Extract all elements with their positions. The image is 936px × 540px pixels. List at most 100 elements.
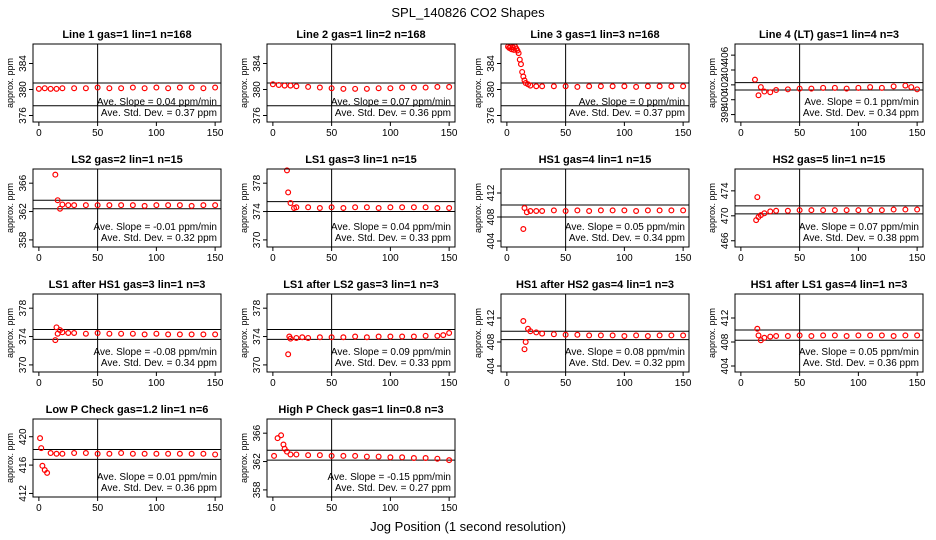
x-tick-label: 100 <box>850 128 867 139</box>
stats-line: Ave. Slope = -0.08 ppm/min <box>94 347 218 358</box>
y-tick-label: 370 <box>252 356 263 373</box>
y-tick-label: 376 <box>486 107 497 124</box>
stats-line: Ave. Slope = 0.04 ppm/min <box>331 222 451 233</box>
y-tick-label: 384 <box>18 55 29 72</box>
x-tick-label: 0 <box>504 253 510 264</box>
y-tick-label: 378 <box>18 299 29 316</box>
x-tick-label: 50 <box>560 128 572 139</box>
panel-title: Line 4 (LT) gas=1 lin=4 n=3 <box>759 29 899 41</box>
x-tick-label: 50 <box>92 378 104 389</box>
y-tick-label: 380 <box>486 81 497 98</box>
panel-title: HS2 gas=5 lin=1 n=15 <box>773 154 886 166</box>
y-tick-label: 412 <box>18 485 29 502</box>
stats-line: Ave. Slope = 0.01 ppm/min <box>97 472 217 483</box>
stats-line: Ave. Slope = 0.08 ppm/min <box>565 347 685 358</box>
stats-line: Ave. Std. Dev. = 0.34 ppm <box>569 233 685 244</box>
stats-line: Ave. Std. Dev. = 0.33 ppm <box>335 233 451 244</box>
y-tick-label: 380 <box>18 81 29 98</box>
y-axis-label: approx. ppm <box>707 183 717 233</box>
y-tick-label: 374 <box>252 203 263 220</box>
x-tick-label: 150 <box>909 378 926 389</box>
y-tick-label: 406 <box>720 46 731 63</box>
panel-title: LS1 gas=3 lin=1 n=15 <box>305 154 417 166</box>
stats-line: Ave. Slope = 0.07 ppm/min <box>799 222 919 233</box>
y-tick-label: 376 <box>252 107 263 124</box>
x-tick-label: 100 <box>850 253 867 264</box>
stats-line: Ave. Std. Dev. = 0.36 ppm <box>101 483 217 494</box>
x-tick-label: 0 <box>738 128 744 139</box>
panel-title: Low P Check gas=1.2 lin=1 n=6 <box>46 404 209 416</box>
x-tick-label: 100 <box>382 503 399 514</box>
y-axis-label: approx. ppm <box>239 433 249 483</box>
y-tick-label: 404 <box>486 232 497 249</box>
x-tick-label: 0 <box>738 378 744 389</box>
x-tick-label: 50 <box>92 253 104 264</box>
x-tick-label: 0 <box>36 378 42 389</box>
y-tick-label: 370 <box>18 356 29 373</box>
stats-line: Ave. Std. Dev. = 0.33 ppm <box>335 358 451 369</box>
stats-line: Ave. Slope = 0.1 ppm/min <box>804 97 919 108</box>
x-tick-label: 150 <box>207 128 224 139</box>
x-tick-label: 150 <box>909 128 926 139</box>
y-tick-label: 420 <box>18 428 29 445</box>
x-tick-label: 150 <box>675 253 692 264</box>
x-tick-label: 50 <box>326 253 338 264</box>
panel-title: LS1 after HS1 gas=3 lin=1 n=3 <box>49 279 206 291</box>
y-tick-label: 370 <box>252 231 263 248</box>
x-tick-label: 100 <box>148 378 165 389</box>
stats-line: Ave. Slope = 0.07 ppm/min <box>331 97 451 108</box>
stats-line: Ave. Std. Dev. = 0.37 ppm <box>569 108 685 119</box>
x-tick-label: 100 <box>148 503 165 514</box>
y-tick-label: 412 <box>720 309 731 326</box>
y-tick-label: 384 <box>486 55 497 72</box>
stats-line: Ave. Std. Dev. = 0.36 ppm <box>803 358 919 369</box>
y-tick-label: 384 <box>252 55 263 72</box>
panel-title: LS2 gas=2 lin=1 n=15 <box>71 154 183 166</box>
y-tick-label: 416 <box>18 456 29 473</box>
x-tick-label: 50 <box>560 253 572 264</box>
x-tick-label: 0 <box>738 253 744 264</box>
y-axis-label: approx. ppm <box>239 183 249 233</box>
x-tick-label: 150 <box>207 378 224 389</box>
x-tick-label: 0 <box>36 253 42 264</box>
x-tick-label: 50 <box>92 128 104 139</box>
stats-line: Ave. Slope = 0.09 ppm/min <box>331 347 451 358</box>
panel-title: Line 3 gas=1 lin=3 n=168 <box>530 29 659 41</box>
y-axis-label: approx. ppm <box>473 58 483 108</box>
y-tick-label: 474 <box>720 182 731 199</box>
panel-title: HS1 after HS2 gas=4 lin=1 n=3 <box>516 279 674 291</box>
y-axis-label: approx. ppm <box>707 58 717 108</box>
panel-title: HS1 gas=4 lin=1 n=15 <box>539 154 652 166</box>
x-tick-label: 100 <box>616 378 633 389</box>
x-tick-label: 0 <box>270 503 276 514</box>
y-tick-label: 366 <box>18 174 29 191</box>
x-tick-label: 0 <box>36 503 42 514</box>
x-tick-label: 0 <box>270 128 276 139</box>
y-tick-label: 408 <box>486 333 497 350</box>
panel-title: Line 2 gas=1 lin=2 n=168 <box>296 29 425 41</box>
x-tick-label: 0 <box>504 128 510 139</box>
y-tick-label: 378 <box>252 299 263 316</box>
stats-line: Ave. Slope = 0 ppm/min <box>579 97 685 108</box>
x-tick-label: 50 <box>326 128 338 139</box>
y-tick-label: 374 <box>252 328 263 345</box>
figure-title: SPL_140826 CO2 Shapes <box>391 5 545 20</box>
y-tick-label: 374 <box>18 328 29 345</box>
stats-line: Ave. Slope = 0.04 ppm/min <box>97 97 217 108</box>
y-tick-label: 376 <box>18 107 29 124</box>
y-axis-label: approx. ppm <box>707 308 717 358</box>
x-tick-label: 50 <box>326 503 338 514</box>
x-tick-label: 100 <box>616 128 633 139</box>
x-tick-label: 150 <box>441 378 458 389</box>
x-tick-label: 150 <box>441 503 458 514</box>
y-tick-label: 358 <box>252 481 263 498</box>
y-tick-label: 408 <box>720 333 731 350</box>
x-tick-label: 150 <box>207 253 224 264</box>
stats-line: Ave. Std. Dev. = 0.34 ppm <box>803 108 919 119</box>
y-tick-label: 412 <box>486 309 497 326</box>
stats-line: Ave. Std. Dev. = 0.32 ppm <box>101 233 217 244</box>
y-tick-label: 466 <box>720 232 731 249</box>
stats-line: Ave. Std. Dev. = 0.37 ppm <box>101 108 217 119</box>
x-tick-label: 50 <box>794 378 806 389</box>
